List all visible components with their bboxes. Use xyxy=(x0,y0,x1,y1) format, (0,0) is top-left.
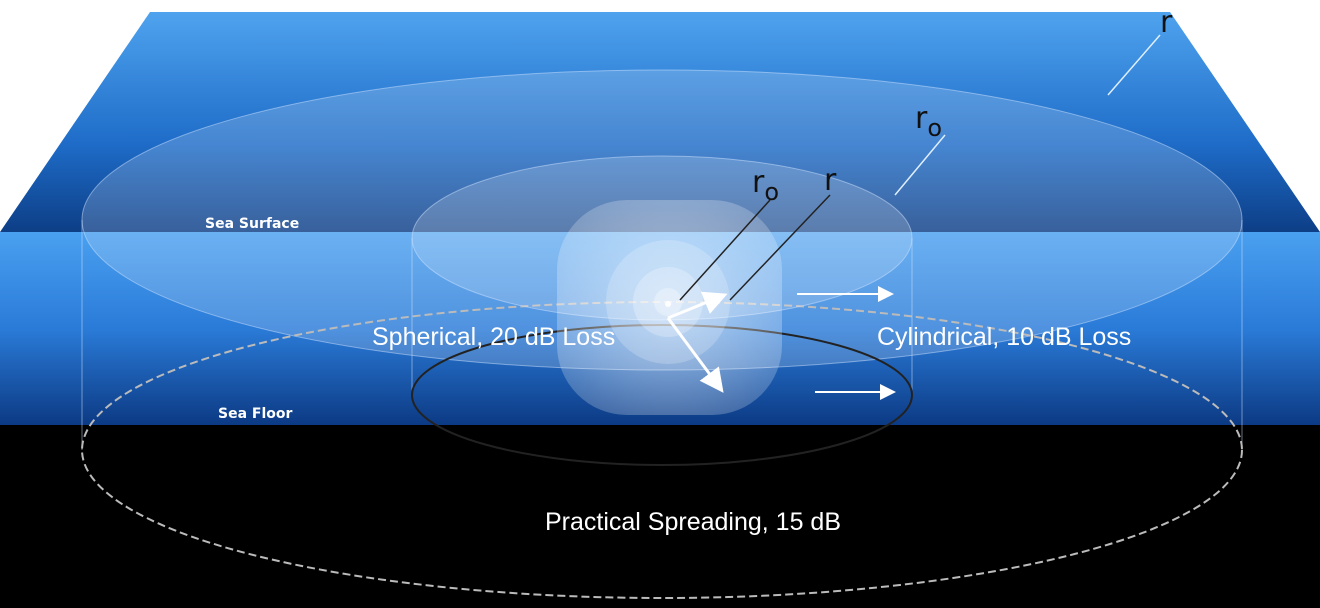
page: {"surface_label": "Sea Surface", "floor_… xyxy=(0,0,1320,608)
subscript: o xyxy=(764,178,779,206)
symbol: r xyxy=(752,165,765,200)
source xyxy=(665,301,671,307)
symbol: r xyxy=(1160,5,1173,40)
surface-label: Sea Surface xyxy=(205,216,299,232)
symbol: r xyxy=(824,163,837,198)
practical-label: Practical Spreading, 15 dB xyxy=(545,508,841,536)
cylindrical-label: Cylindrical, 10 dB Loss xyxy=(877,323,1131,351)
radius-label: r xyxy=(1160,5,1173,40)
subscript: o xyxy=(927,114,942,142)
floor-label: Sea Floor xyxy=(218,406,292,422)
radius-label: r xyxy=(824,163,837,198)
symbol: r xyxy=(915,101,928,136)
diagram: Sea Surface Sea Floor r ro ro r Spherica… xyxy=(0,0,1320,608)
spherical-label: Spherical, 20 dB Loss xyxy=(372,323,615,351)
